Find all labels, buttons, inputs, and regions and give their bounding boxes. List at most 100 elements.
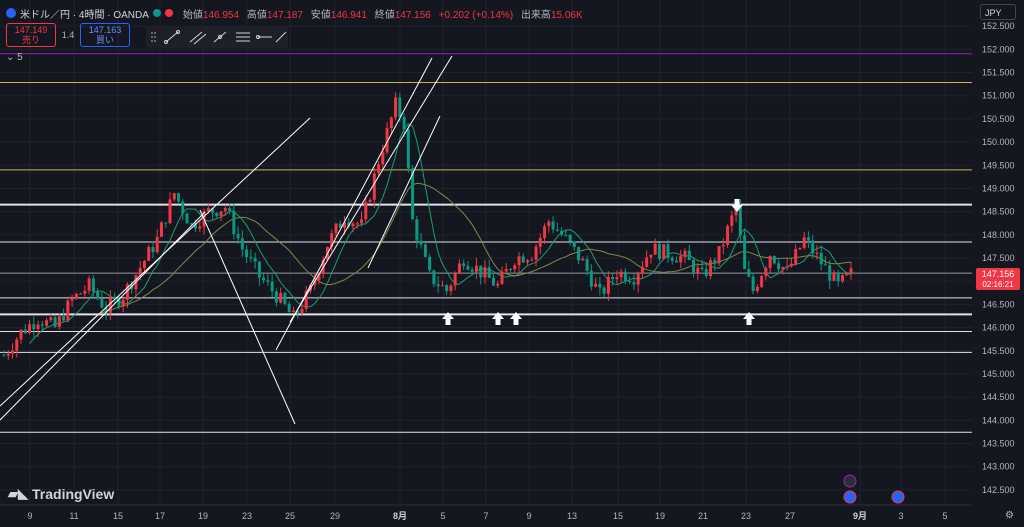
candle-body [198, 226, 202, 229]
candle-body [832, 272, 836, 281]
candle-body [155, 236, 159, 253]
price-tick-label: 152.000 [982, 44, 1015, 54]
candle-body [738, 206, 742, 236]
price-axis[interactable]: 152.500 152.000 151.500 151.000 150.500 150.0… [972, 0, 1024, 527]
candle-body [291, 310, 295, 313]
candle-body [479, 265, 483, 278]
high-label: 高値 [246, 9, 267, 21]
up-arrow-icon [492, 312, 504, 325]
candle-body [313, 280, 317, 286]
candle-body [696, 267, 700, 274]
candle-body [730, 215, 734, 226]
candle-body [96, 291, 100, 299]
candle-body [585, 259, 589, 271]
candle-body [283, 292, 287, 304]
candle-body [274, 291, 278, 303]
candle-body [704, 268, 708, 277]
candle-body [432, 270, 436, 285]
candle-body [419, 240, 423, 245]
candle-body [40, 324, 44, 326]
candle-body [534, 246, 538, 260]
volume-value: 15.06K [550, 9, 583, 21]
candle-body [232, 210, 236, 235]
candle-body [194, 223, 198, 229]
candle-body [74, 293, 78, 299]
candle-body [598, 283, 602, 288]
price-tick-label: 149.500 [982, 160, 1015, 170]
candle-body [66, 300, 70, 321]
market-status-icon [152, 9, 161, 17]
time-tick-label: 11 [69, 511, 78, 521]
annotation-arrows [442, 199, 755, 325]
alert-icon [164, 9, 173, 17]
candle-body [789, 263, 793, 267]
time-tick-label: 21 [698, 511, 708, 521]
candle-body [623, 271, 627, 281]
sell-button[interactable]: 147.149 売り [6, 23, 56, 47]
settings-gear-icon[interactable]: ⚙ [1005, 510, 1014, 521]
time-tick-label: 9 [526, 511, 531, 521]
candle-body [159, 222, 163, 237]
time-axis[interactable]: 9 11 15 17 19 23 25 29 8月 5 7 9 13 15 19 21 23 27 9月 3 5 [0, 504, 1024, 527]
candle-body [189, 223, 193, 225]
candle-body [53, 317, 57, 327]
ma-slow-line [88, 182, 852, 323]
candle-body [113, 297, 117, 299]
price-tick-label: 151.500 [982, 68, 1015, 78]
trend-line [0, 211, 206, 421]
candle-body [572, 241, 576, 247]
candle-body [538, 237, 542, 247]
candle-body [717, 246, 721, 264]
price-axis-background [972, 0, 1024, 527]
trend-line [367, 115, 441, 269]
candle-body [692, 259, 696, 274]
candle-body [206, 208, 210, 212]
candle-body [453, 273, 457, 286]
candle-body [713, 260, 717, 264]
candle-body [440, 285, 444, 287]
drag-handle-icon[interactable] [151, 32, 156, 42]
up-arrow-icon [743, 312, 755, 325]
candle-body [657, 243, 661, 259]
buy-button[interactable]: 147.163 買い [80, 23, 130, 47]
time-tick-label: 9月 [853, 511, 867, 521]
trend-lines[interactable] [0, 55, 453, 425]
horizontal-ray-tool-icon[interactable] [256, 35, 273, 39]
fib-tool-icon[interactable] [236, 32, 250, 42]
candle-body [526, 260, 530, 263]
ray-tool-icon[interactable] [275, 31, 287, 43]
candle-body [521, 256, 525, 263]
candle-body [487, 267, 491, 278]
candle-body [636, 273, 640, 285]
candle-body [287, 303, 291, 313]
time-tick-label: 8月 [393, 511, 407, 521]
candle-body [70, 298, 74, 301]
pitchfork-tool-icon[interactable] [213, 31, 227, 43]
symbol-title[interactable]: 米ドル／円 · 4時間 · OANDA [20, 9, 149, 21]
candle-body [28, 324, 32, 334]
candle-body [802, 237, 806, 248]
time-tick-label: 19 [198, 511, 208, 521]
candle-body [594, 283, 598, 287]
parallel-channel-tool-icon[interactable] [189, 31, 207, 45]
candle-body [377, 164, 381, 174]
candle-body [721, 244, 725, 247]
candle-body [508, 269, 512, 271]
candle-body [19, 329, 23, 340]
candle-body [121, 299, 125, 307]
candle-body [245, 249, 249, 258]
event-markers[interactable] [843, 474, 905, 504]
candle-body [262, 277, 266, 281]
event-us-flag-icon [891, 490, 905, 504]
candle-body [462, 263, 466, 267]
trend-line-tool-icon[interactable] [164, 30, 180, 44]
candle-body [649, 254, 653, 258]
price-tick-label: 147.500 [982, 253, 1015, 263]
price-tick-label: 150.500 [982, 114, 1015, 124]
currency-selector[interactable]: JPY [980, 4, 1016, 20]
candle-body [564, 234, 568, 236]
indicator-collapse-toggle[interactable]: ⌄ 5 [6, 52, 23, 63]
candle-body [436, 284, 440, 287]
candle-body [168, 199, 172, 224]
